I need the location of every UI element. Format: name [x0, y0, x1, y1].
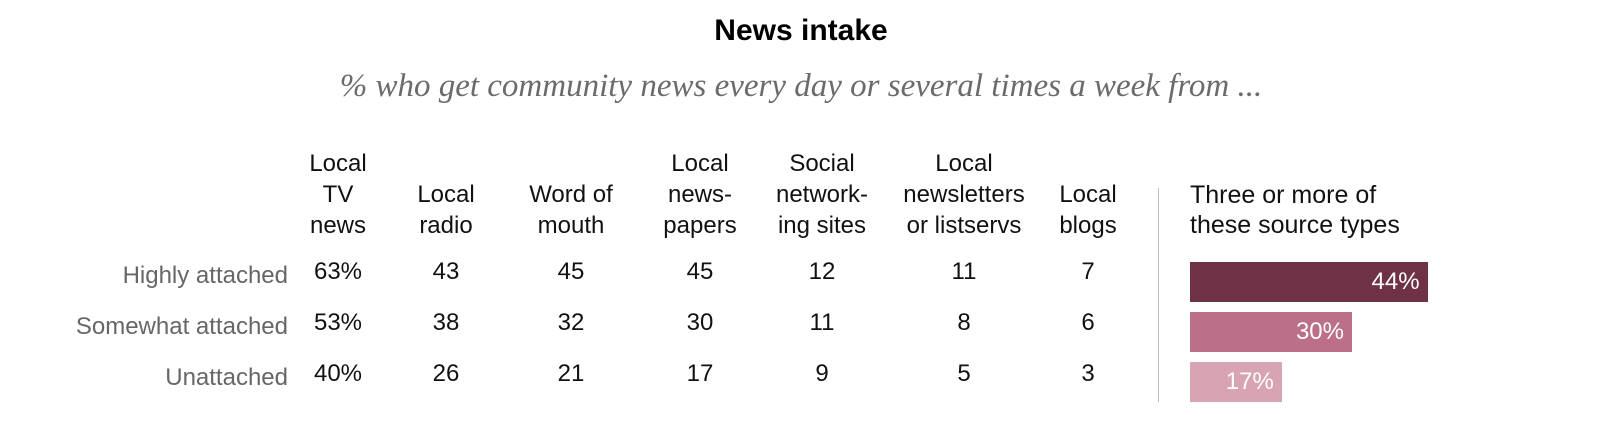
column-header: Local radio [417, 181, 475, 239]
table-cell: 11 [809, 309, 835, 336]
table-cell: 3 [1081, 360, 1095, 387]
column-header: Local news- papers [663, 150, 737, 239]
bar-value-label: 17% [1225, 368, 1274, 395]
row-label: Somewhat attached [75, 313, 288, 340]
chart-title: News intake [714, 14, 888, 47]
table-cell: 5 [957, 360, 971, 387]
table-cell: 53% [313, 309, 363, 336]
table-cell: 30 [686, 309, 714, 336]
bar-value-label: 30% [1295, 318, 1344, 345]
column-header: Local TV news [309, 150, 367, 239]
table-cell: 6 [1081, 309, 1095, 336]
bar: 30% [1190, 312, 1352, 352]
chart-subtitle: % who get community news every day or se… [339, 68, 1263, 104]
column-header: Local newsletters or listservs [903, 150, 1025, 239]
table-cell: 32 [557, 309, 585, 336]
column-header: Local blogs [1059, 181, 1117, 239]
table-cell: 45 [686, 258, 714, 285]
table-cell: 38 [432, 309, 460, 336]
table-cell: 40% [313, 360, 363, 387]
column-header: Word of mouth [529, 181, 613, 239]
column-divider [1158, 188, 1159, 402]
bar: 44% [1190, 262, 1428, 302]
table-cell: 21 [557, 360, 585, 387]
bar-column-header: Three or more of these source types [1190, 181, 1400, 239]
table-cell: 9 [815, 360, 829, 387]
table-cell: 63% [313, 258, 363, 285]
column-header: Social network- ing sites [775, 150, 869, 239]
row-label: Highly attached [122, 262, 288, 289]
bar: 17% [1190, 362, 1282, 402]
row-label: Unattached [165, 364, 288, 391]
table-cell: 11 [951, 258, 977, 285]
bar-value-label: 44% [1371, 268, 1420, 295]
table-cell: 45 [557, 258, 585, 285]
table-cell: 7 [1081, 258, 1095, 285]
table-cell: 43 [432, 258, 460, 285]
table-cell: 26 [432, 360, 460, 387]
table-cell: 17 [686, 360, 714, 387]
table-cell: 12 [808, 258, 836, 285]
table-cell: 8 [957, 309, 971, 336]
